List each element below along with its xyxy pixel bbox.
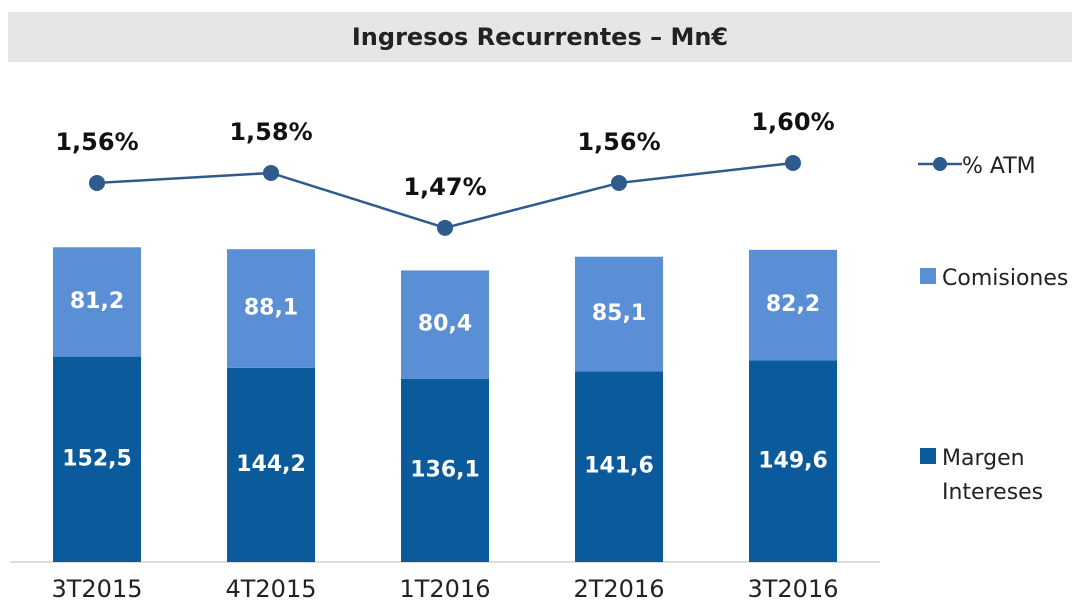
bar xyxy=(53,247,141,357)
bar xyxy=(575,256,663,372)
legend-label: Comisiones xyxy=(942,266,1069,291)
data-label: 141,6 xyxy=(584,454,654,479)
line-marker xyxy=(785,154,801,171)
bar xyxy=(575,371,663,562)
data-label: 149,6 xyxy=(758,448,828,473)
legend-swatch xyxy=(920,268,936,284)
data-label: 85,1 xyxy=(592,301,646,326)
data-label: 82,2 xyxy=(766,292,820,317)
x-tick-label: 2T2016 xyxy=(573,575,664,603)
data-label: 1,58% xyxy=(229,118,312,146)
x-tick-label: 1T2016 xyxy=(399,575,490,603)
chart-title: Ingresos Recurrentes – Mn€ xyxy=(8,12,1072,62)
line-marker xyxy=(263,164,279,181)
bar xyxy=(401,270,489,379)
line-marker xyxy=(437,219,453,236)
data-label: 80,4 xyxy=(418,312,472,337)
data-label: 152,5 xyxy=(62,446,132,471)
data-label: 144,2 xyxy=(236,452,306,477)
data-label: 1,56% xyxy=(55,128,138,156)
legend-label: % ATM xyxy=(962,154,1036,179)
legend-item: % ATM xyxy=(918,150,1076,184)
data-label: 88,1 xyxy=(244,295,298,320)
data-label: 1,60% xyxy=(751,108,834,136)
legend-item: Comisiones xyxy=(920,262,1072,296)
bar xyxy=(749,249,837,361)
legend-symbol xyxy=(918,157,962,171)
data-label: 1,47% xyxy=(403,173,486,201)
line-marker xyxy=(89,174,105,191)
bar xyxy=(227,367,315,562)
legend-item: Margen Intereses xyxy=(920,442,1044,510)
bar xyxy=(227,249,315,368)
line-marker xyxy=(611,174,627,191)
legend-swatch xyxy=(920,448,936,464)
x-tick-label: 3T2016 xyxy=(747,575,838,603)
bar xyxy=(401,378,489,562)
x-tick-label: 4T2015 xyxy=(225,575,316,603)
data-label: 81,2 xyxy=(70,289,124,314)
x-tick-label: 3T2015 xyxy=(51,575,142,603)
data-label: 136,1 xyxy=(410,457,480,482)
bar xyxy=(53,356,141,562)
data-label: 1,56% xyxy=(577,128,660,156)
legend-label: Margen Intereses xyxy=(942,446,1044,505)
bar xyxy=(749,360,837,562)
